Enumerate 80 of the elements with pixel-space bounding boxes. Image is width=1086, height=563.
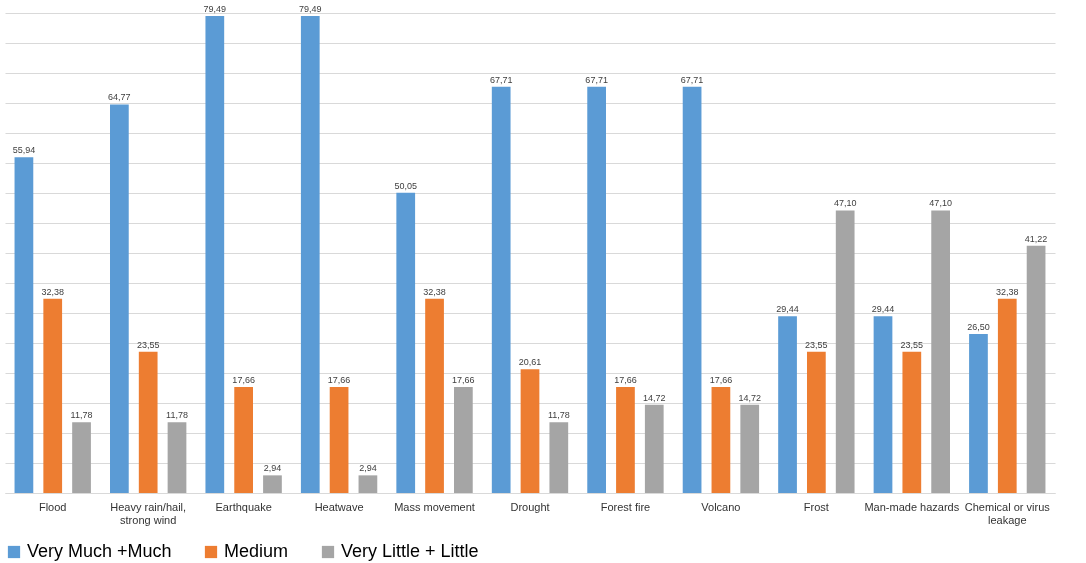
x-tick-label: Frost bbox=[803, 500, 829, 513]
data-label: 17,66 bbox=[614, 375, 637, 386]
data-label: 32,38 bbox=[996, 286, 1019, 297]
data-label: 32,38 bbox=[41, 286, 64, 297]
bar bbox=[300, 16, 320, 493]
bar bbox=[740, 404, 760, 493]
bar bbox=[454, 387, 473, 493]
bar bbox=[873, 316, 893, 493]
bar bbox=[234, 387, 253, 493]
bar bbox=[931, 210, 950, 493]
data-label: 55,94 bbox=[12, 145, 36, 156]
data-label: 67,71 bbox=[489, 74, 513, 85]
data-label: 17,66 bbox=[452, 375, 475, 386]
data-label: 26,50 bbox=[967, 322, 990, 332]
data-label: 79,49 bbox=[299, 4, 322, 15]
data-label: 41,22 bbox=[1024, 233, 1048, 244]
x-tick-label: Man-made hazards bbox=[864, 500, 960, 513]
bar bbox=[711, 387, 731, 493]
legend-label: Very Much +Much bbox=[27, 541, 172, 561]
data-label: 20,61 bbox=[518, 357, 542, 368]
bar bbox=[358, 475, 378, 493]
data-label: 17,66 bbox=[232, 375, 255, 386]
x-tick-label: Heavy rain/hail, strong wind bbox=[110, 500, 187, 526]
bar bbox=[807, 351, 826, 493]
bar bbox=[969, 334, 988, 493]
x-tick-label: Volcano bbox=[701, 500, 741, 513]
data-label: 79,49 bbox=[203, 4, 227, 15]
bar bbox=[396, 192, 416, 493]
bar bbox=[778, 316, 797, 493]
data-label: 17,66 bbox=[709, 375, 733, 386]
bar bbox=[14, 157, 34, 493]
bar bbox=[43, 298, 63, 493]
data-label: 29,44 bbox=[776, 304, 799, 315]
x-tick-label: Drought bbox=[510, 500, 550, 513]
legend-label: Very Little + Little bbox=[341, 541, 479, 561]
x-tick-label: Mass movement bbox=[394, 500, 475, 513]
bar bbox=[549, 422, 569, 493]
bar bbox=[587, 86, 606, 493]
legend-label: Medium bbox=[224, 541, 289, 561]
data-label: 14,72 bbox=[643, 392, 666, 403]
bar bbox=[520, 369, 540, 493]
bar bbox=[644, 404, 664, 493]
data-label: 32,38 bbox=[423, 286, 446, 297]
data-label: 67,71 bbox=[585, 74, 608, 85]
bar bbox=[1026, 245, 1046, 493]
bar bbox=[263, 475, 282, 493]
data-label: 11,78 bbox=[547, 410, 570, 421]
data-label: 47,10 bbox=[833, 198, 857, 209]
data-label: 67,71 bbox=[680, 74, 704, 85]
bar bbox=[902, 351, 922, 493]
bar bbox=[425, 298, 444, 493]
x-tick-label: Forest fire bbox=[600, 500, 651, 513]
bar bbox=[616, 387, 635, 493]
data-label: 11,78 bbox=[166, 410, 188, 421]
data-label: 64,77 bbox=[108, 92, 131, 103]
data-label: 14,72 bbox=[738, 392, 761, 403]
bar bbox=[491, 86, 511, 493]
x-tick-label: Earthquake bbox=[215, 500, 272, 513]
data-label: 2,94 bbox=[359, 463, 377, 474]
bar bbox=[329, 387, 349, 493]
bar bbox=[997, 298, 1017, 493]
bar bbox=[72, 422, 91, 493]
data-label: 29,44 bbox=[871, 304, 895, 315]
data-label: 23,55 bbox=[900, 339, 924, 350]
data-label: 2,94 bbox=[263, 463, 282, 474]
data-label: 50,05 bbox=[394, 180, 417, 191]
x-tick-label: Chemical or virus leakage bbox=[964, 500, 1051, 526]
bar bbox=[205, 16, 225, 493]
bar bbox=[110, 104, 129, 493]
x-tick-label: Flood bbox=[38, 500, 67, 513]
bar bbox=[167, 422, 187, 493]
bar bbox=[835, 210, 855, 493]
data-label: 17,66 bbox=[327, 375, 351, 386]
data-label: 11,78 bbox=[70, 410, 93, 421]
bar bbox=[138, 351, 158, 493]
data-label: 23,55 bbox=[805, 339, 828, 350]
bar bbox=[682, 86, 702, 493]
data-label: 23,55 bbox=[136, 339, 160, 350]
x-tick-label: Heatwave bbox=[314, 500, 364, 513]
data-label: 47,10 bbox=[929, 198, 952, 209]
